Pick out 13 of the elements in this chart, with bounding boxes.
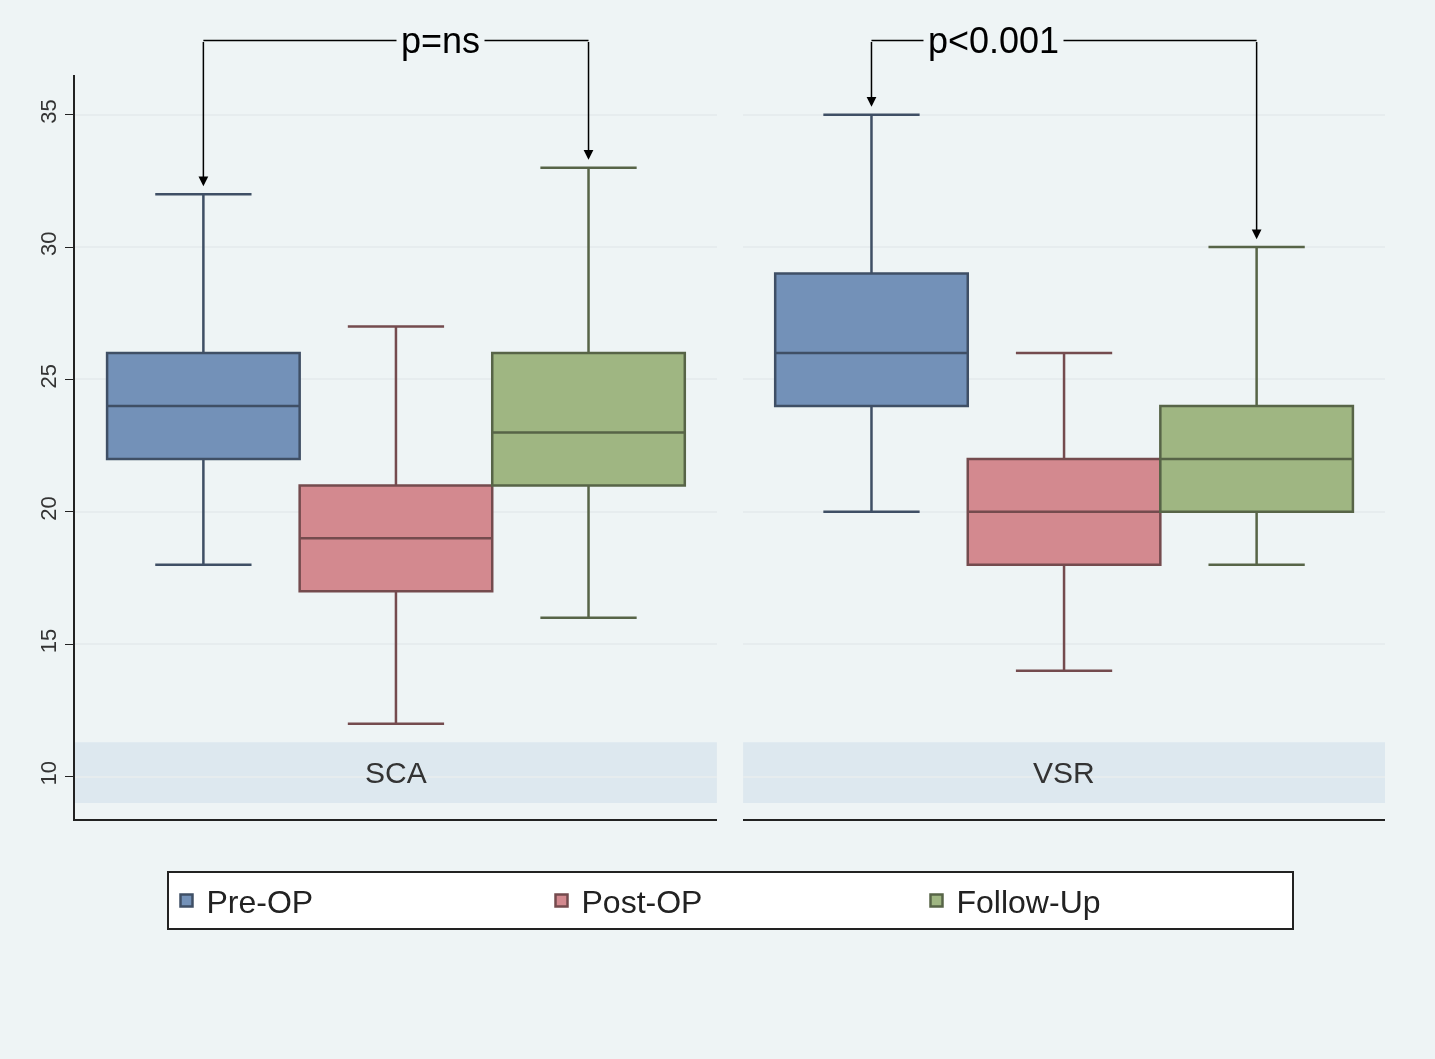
text: p=ns: [401, 20, 481, 61]
y-tick-label: 20: [36, 496, 62, 521]
y-tick-label: 10: [36, 761, 62, 786]
x-tick-label: SCA: [365, 756, 427, 789]
y-tick-label: 25: [36, 363, 62, 389]
legend-label: Post-OP: [581, 883, 703, 920]
legend-label: Follow-Up: [956, 883, 1101, 920]
x-tick-label: VSR: [1033, 756, 1095, 789]
y-tick-label: 30: [36, 231, 62, 257]
text: p<0.001: [928, 20, 1060, 61]
legend-label: Pre-OP: [206, 883, 314, 920]
y-tick-label: 35: [36, 99, 62, 124]
y-tick-label: 15: [36, 628, 62, 654]
